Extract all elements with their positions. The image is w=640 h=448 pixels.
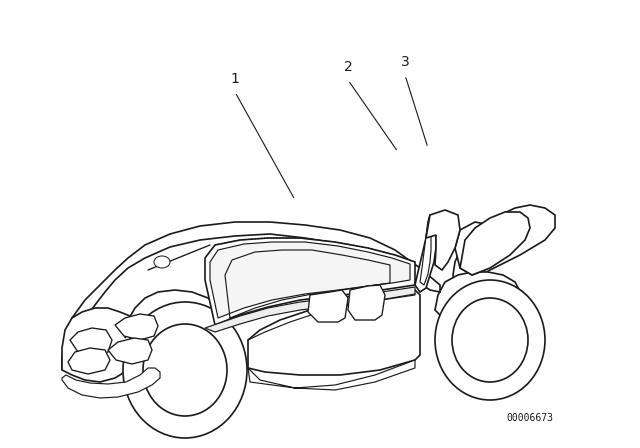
Polygon shape (205, 287, 415, 332)
Polygon shape (115, 314, 158, 340)
Text: 3: 3 (401, 55, 410, 69)
Polygon shape (108, 338, 152, 364)
Polygon shape (415, 215, 436, 292)
Ellipse shape (143, 324, 227, 416)
Polygon shape (435, 272, 524, 335)
Polygon shape (62, 222, 440, 370)
Polygon shape (248, 290, 420, 375)
Polygon shape (62, 308, 155, 382)
Polygon shape (62, 368, 160, 398)
Polygon shape (460, 212, 530, 275)
Text: 2: 2 (344, 60, 353, 74)
Ellipse shape (123, 302, 247, 438)
Ellipse shape (154, 256, 170, 268)
Polygon shape (205, 238, 415, 325)
Polygon shape (426, 210, 460, 270)
Polygon shape (420, 225, 431, 285)
Polygon shape (70, 328, 112, 356)
Polygon shape (453, 205, 555, 290)
Polygon shape (455, 222, 498, 275)
Text: 00006673: 00006673 (506, 413, 554, 423)
Polygon shape (248, 360, 415, 390)
Polygon shape (210, 242, 410, 318)
Polygon shape (308, 290, 348, 322)
Polygon shape (68, 348, 110, 374)
Ellipse shape (435, 280, 545, 400)
Text: 1: 1 (230, 72, 239, 86)
Polygon shape (125, 290, 222, 360)
Ellipse shape (452, 298, 528, 382)
Polygon shape (348, 285, 385, 320)
